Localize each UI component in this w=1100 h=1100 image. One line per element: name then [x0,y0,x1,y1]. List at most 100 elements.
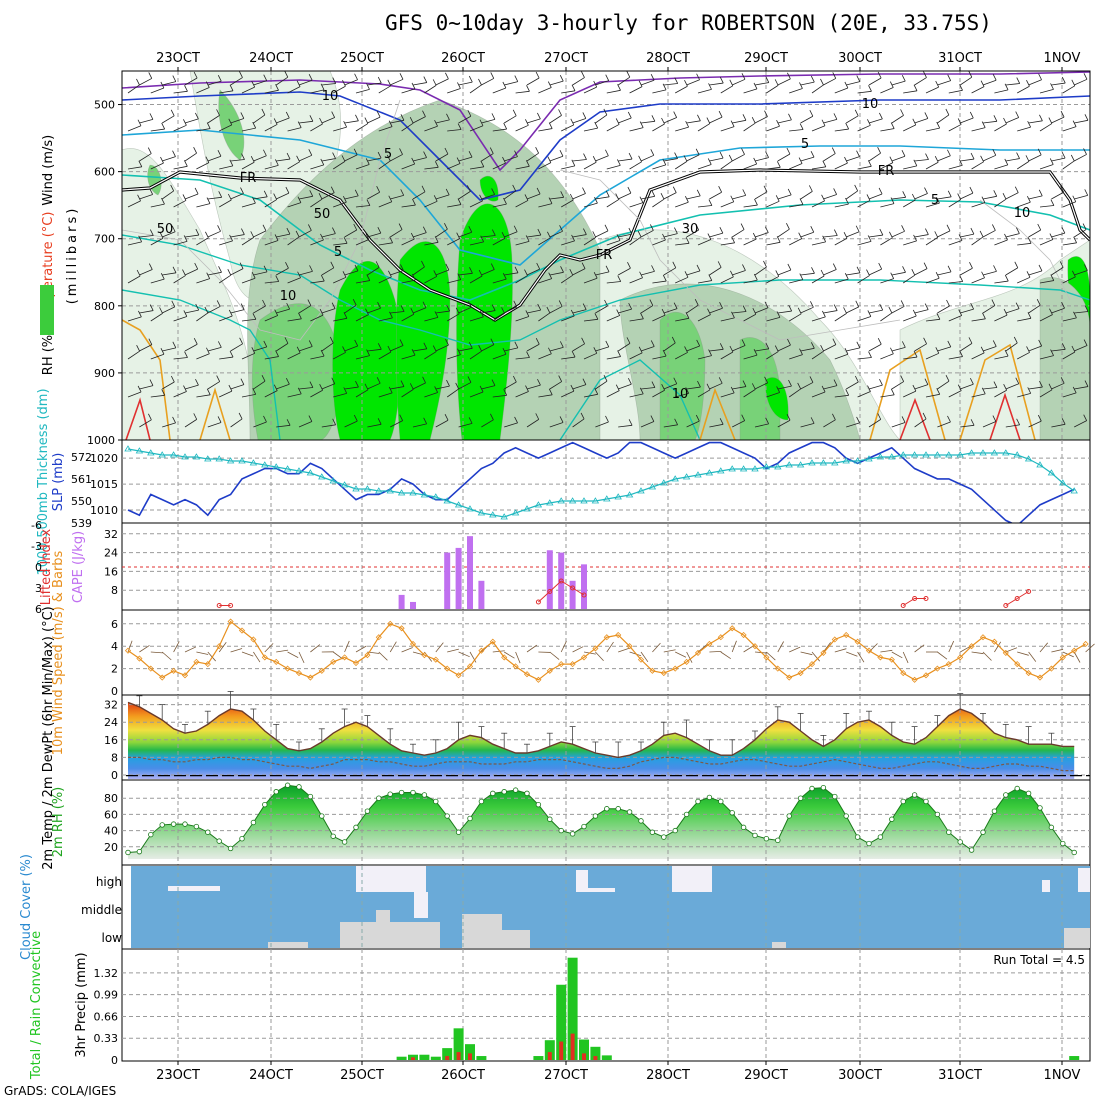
bottom-date-tick: 26OCT [441,1068,485,1083]
temp-tick: 16 [104,734,118,747]
wind-speed-point [170,667,177,674]
wind-barb-feather [902,266,906,273]
wind-barb-feather [605,415,609,423]
wind-barb [994,389,1007,398]
wind-barb-feather [514,341,519,349]
wind-barb-feather [149,304,154,311]
wind-speed-point [831,636,838,643]
wind-barb [196,394,211,398]
wind-barb [447,204,462,208]
wind-barb-feather [1084,264,1088,271]
wind-barb [846,272,861,276]
wind-speed-point [1082,640,1089,648]
wind-barb-feather [583,153,587,160]
precip-tick: 0.33 [94,1032,119,1045]
wind-barb [800,115,814,124]
wind-barb-feather [696,189,701,197]
wind-barb [1017,242,1032,246]
wind-barb [982,270,997,276]
wind-barb [663,267,677,276]
wind-barb-feather [444,414,449,421]
wind-barb-feather [605,149,609,156]
wind-barb [310,280,325,284]
wind-barb [937,305,950,314]
wind-barb [709,232,723,238]
wind-barb-feather [206,388,211,395]
wind-barb [161,115,175,124]
wind-barb-feather [764,301,769,308]
wind-barb-feather [193,413,198,420]
wind-barb [378,276,392,284]
wind-barb-feather [582,378,587,385]
wind-barb [720,392,735,398]
wind-barb [412,382,426,390]
wind10m-barb [618,647,630,653]
wind-barb [1028,386,1043,390]
wind-barb-feather [764,110,768,117]
wind-barb-feather [252,313,257,320]
wind-barb-feather [1002,192,1007,200]
wind-barb [127,84,140,94]
wind-barb [1074,154,1087,162]
wind-barb [891,80,906,86]
wind-speed-point [535,676,542,683]
wind-barb-feather [172,75,177,82]
cloud-block [576,870,588,892]
wind10m-barb [150,651,163,654]
wind-barb [230,234,245,238]
wind-barb-feather [399,414,404,421]
wind-barb [526,309,541,314]
thickness-point [295,467,303,474]
wind-barb [481,235,496,238]
li-axis-label: Lifted Index [39,528,54,605]
wind-speed-point [649,667,656,674]
wind-barb-feather [193,146,197,154]
wind-barb-feather [409,116,414,124]
wind-barb [390,78,404,86]
wind-barb [469,200,483,208]
wind-barb-feather [719,226,724,234]
wind-barb [481,269,495,276]
wind-speed-point [523,671,531,678]
thickness-point [329,477,337,484]
wind-barb-feather [879,378,883,386]
wind-barb [891,306,905,314]
wind-barb [903,199,916,208]
wind-barb-feather [161,389,166,396]
wind-barb-feather [445,188,450,196]
wind-barb [412,307,427,314]
wind-barb-feather [685,120,690,128]
wind-barb [777,310,792,314]
wind10m-barb [1051,648,1064,653]
wind-barb [971,318,986,322]
wind-barb [310,123,323,132]
pressure-tick: 900 [94,367,115,380]
wind-barb-feather [728,154,733,162]
wind-barb [1051,157,1066,162]
wind-barb-feather [330,186,335,193]
wind-barb-feather [626,71,631,78]
wind-barb [207,381,220,390]
rh-point [262,801,268,808]
wind-barb [743,204,758,208]
wind10m-barb [606,641,614,653]
wind-barb [344,79,358,86]
wind-barb-feather [685,387,690,394]
wind-barb-feather [1026,346,1030,353]
wind-barb-feather [513,225,518,232]
svg-text:(millibars): (millibars) [65,206,80,305]
wind-barb [937,155,951,162]
wind-barb [344,270,359,276]
rh-contour-line [979,199,1071,301]
wind-barb [526,152,539,162]
wind-speed-point [1048,665,1055,672]
wind-barb-feather [365,308,369,315]
wind-barb [994,314,1008,322]
wind-barb [1051,82,1066,86]
wind-barb [276,192,290,200]
contour-warm-h [125,397,151,440]
pressure-tick: 600 [94,166,115,179]
wind-barb [891,271,906,276]
wind-barb-feather [1084,114,1089,121]
wind-barb-feather [617,275,622,282]
